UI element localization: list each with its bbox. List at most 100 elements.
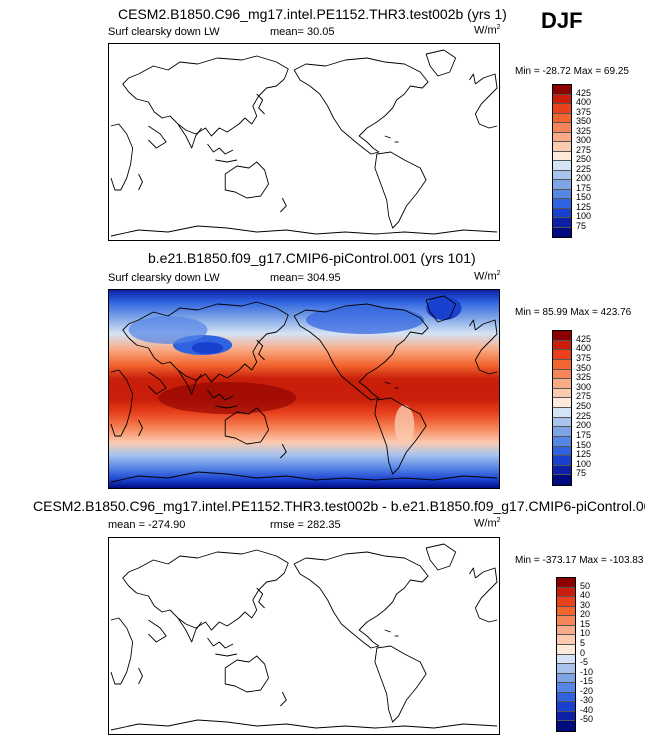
colorbar-segment: [553, 189, 571, 199]
colorbar-segment: [553, 398, 571, 408]
colorbar-segment: [553, 85, 571, 95]
colorbar-tick-label: 250: [576, 154, 592, 164]
panel-2-map: [108, 289, 500, 489]
colorbar-tick-label: 350: [576, 116, 592, 126]
colorbar-tick-label: 15: [580, 618, 591, 629]
colorbar-tick-label: -20: [580, 685, 594, 696]
panel-3-mean: mean = -274.90: [108, 519, 186, 531]
colorbar-tick-label: 100: [576, 211, 592, 221]
colorbar-segment: [557, 721, 575, 731]
colorbar-tick-label: 425: [576, 333, 592, 344]
colorbar-segment: [557, 578, 575, 588]
panel-3-map: [108, 537, 500, 735]
colorbar-tick-label: 0: [580, 647, 586, 658]
panel-1-minmax: Min = -28.72 Max = 69.25: [515, 66, 629, 77]
season-label: DJF: [541, 8, 583, 33]
colorbar-segment: [553, 94, 571, 104]
colorbar-segment: [553, 446, 571, 457]
colorbar-tick-label: 300: [576, 381, 592, 392]
colorbar-segment: [553, 350, 571, 360]
colorbar-segment: [557, 692, 575, 703]
colorbar-segment: [553, 475, 571, 485]
colorbar-segment: [557, 711, 575, 722]
colorbar-tick-label: 20: [580, 609, 591, 620]
colorbar-tick-label: 375: [576, 352, 592, 363]
panel-2-minmax: Min = 85.99 Max = 423.76: [515, 307, 632, 318]
colorbar-tick-label: 225: [576, 410, 592, 421]
panel-2-units: W/m2: [474, 270, 501, 283]
colorbar-segment: [553, 199, 571, 209]
colorbar-tick-label: 175: [576, 182, 592, 193]
colorbar-segment: [553, 104, 571, 114]
colorbar-segment: [557, 654, 575, 665]
colorbar-tick-label: 5: [580, 637, 586, 648]
colorbar-tick-label: -50: [580, 714, 594, 725]
colorbar-tick-label: 125: [576, 449, 592, 460]
colorbar-tick-label: 100: [576, 458, 592, 469]
colorbar-segment: [553, 359, 571, 370]
colorbar-segment: [553, 208, 571, 218]
colorbar-tick-label: 300: [576, 135, 592, 145]
panel-1-variable: Surf clearsky down LW: [108, 26, 220, 38]
colorbar-tick-label: 200: [576, 420, 592, 431]
panel-2-colorbar: [552, 330, 572, 486]
colorbar-segment: [553, 388, 571, 399]
colorbar-segment: [557, 644, 575, 655]
colorbar-tick-label: 40: [580, 590, 591, 601]
panel-3-title: CESM2.B1850.C96_mg17.intel.PE1152.THR3.t…: [33, 498, 645, 514]
colorbar-tick-label: 325: [576, 372, 592, 383]
panel-2-variable: Surf clearsky down LW: [108, 272, 220, 284]
colorbar-tick-label: 375: [576, 106, 592, 117]
colorbar-segment: [557, 664, 575, 674]
colorbar-tick-label: 325: [576, 125, 592, 136]
colorbar-segment: [557, 587, 575, 598]
colorbar-tick-label: 30: [580, 599, 591, 610]
colorbar-segment: [553, 170, 571, 180]
colorbar-segment: [557, 616, 575, 626]
colorbar-segment: [553, 180, 571, 190]
colorbar-tick-label: 400: [576, 97, 592, 107]
colorbar-tick-label: 400: [576, 343, 592, 354]
colorbar-segment: [557, 673, 575, 684]
colorbar-segment: [553, 456, 571, 466]
colorbar-tick-label: 225: [576, 163, 592, 174]
colorbar-tick-label: 275: [576, 144, 592, 155]
panel-3-colorbar: [556, 577, 576, 732]
colorbar-tick-label: -10: [580, 666, 594, 677]
panel-1-units: W/m2: [474, 24, 501, 37]
colorbar-tick-label: 250: [576, 401, 592, 411]
colorbar-tick-label: 175: [576, 429, 592, 440]
colorbar-tick-label: 75: [576, 468, 587, 479]
colorbar-tick-label: 425: [576, 87, 592, 98]
colorbar-tick-label: 10: [580, 628, 591, 639]
colorbar-segment: [553, 379, 571, 389]
colorbar-tick-label: 275: [576, 391, 592, 402]
colorbar-tick-label: 75: [576, 220, 587, 231]
colorbar-segment: [553, 427, 571, 437]
colorbar-segment: [557, 702, 575, 712]
colorbar-segment: [553, 465, 571, 476]
colorbar-segment: [553, 161, 571, 171]
colorbar-segment: [553, 123, 571, 133]
colorbar-segment: [553, 331, 571, 341]
colorbar-tick-label: -30: [580, 695, 594, 706]
colorbar-tick-label: -5: [580, 657, 589, 668]
colorbar-segment: [557, 683, 575, 693]
colorbar-segment: [553, 417, 571, 428]
colorbar-segment: [557, 597, 575, 607]
colorbar-segment: [553, 369, 571, 380]
colorbar-tick-label: 125: [576, 201, 592, 212]
colorbar-tick-label: 350: [576, 362, 592, 373]
colorbar-tick-label: 150: [576, 192, 592, 202]
panel-3-minmax: Min = -373.17 Max = -103.83: [515, 555, 644, 566]
colorbar-segment: [553, 142, 571, 152]
colorbar-tick-label: 200: [576, 173, 592, 183]
panel-1-title: CESM2.B1850.C96_mg17.intel.PE1152.THR3.t…: [118, 6, 507, 22]
colorbar-tick-label: 50: [580, 580, 591, 591]
colorbar-segment: [553, 113, 571, 123]
colorbar-segment: [553, 227, 571, 237]
colorbar-segment: [553, 408, 571, 418]
panel-1-mean: mean= 30.05: [270, 26, 335, 38]
colorbar-segment: [553, 218, 571, 228]
colorbar-tick-label: -40: [580, 704, 594, 715]
